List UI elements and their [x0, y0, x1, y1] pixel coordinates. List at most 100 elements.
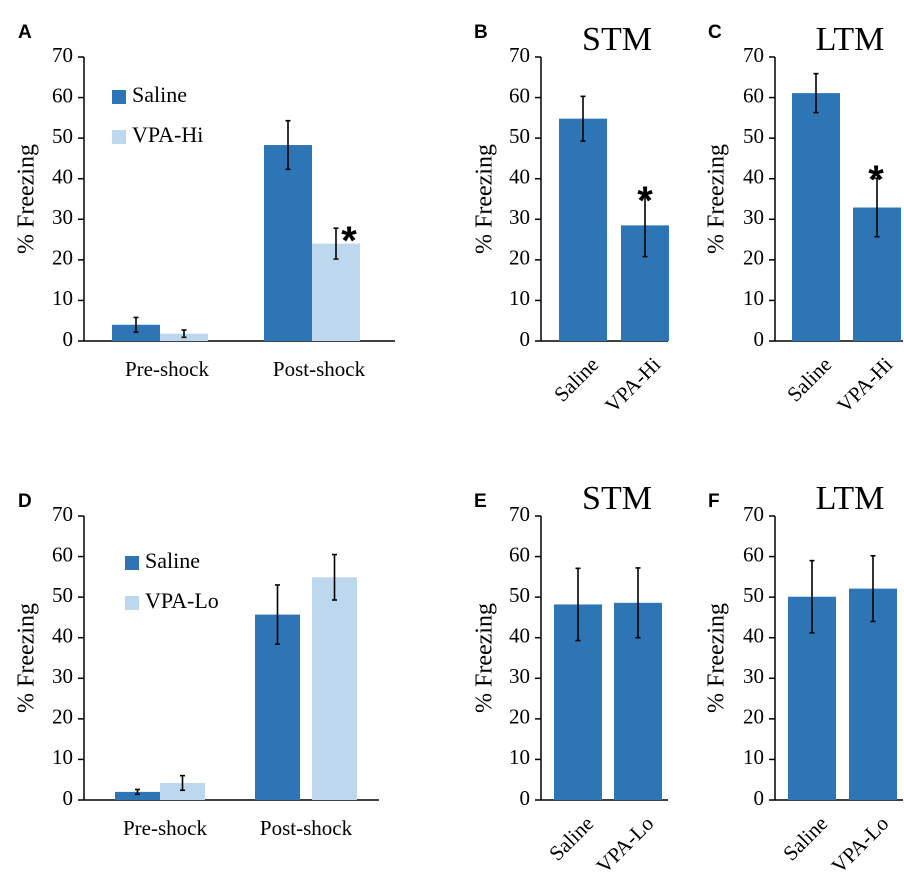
- panel-title: LTM: [816, 21, 885, 58]
- x-tick-label: VPA-Hi: [600, 352, 665, 417]
- y-tick-label: 0: [520, 786, 531, 810]
- y-tick-label: 60: [509, 83, 530, 107]
- y-tick-label: 0: [754, 786, 765, 810]
- y-tick-label: 0: [754, 327, 765, 351]
- significance-star: *: [637, 179, 653, 223]
- y-tick-label: 50: [509, 583, 530, 607]
- legend-label: VPA-Lo: [145, 588, 219, 613]
- y-tick-label: 20: [743, 246, 764, 270]
- y-tick-label: 70: [743, 43, 764, 67]
- y-tick-label: 40: [52, 624, 73, 648]
- panel-title: STM: [582, 480, 652, 517]
- y-tick-label: 30: [509, 205, 530, 229]
- x-tick-label: Pre-shock: [125, 357, 209, 381]
- panel-letter: A: [18, 22, 32, 43]
- y-tick-label: 20: [509, 705, 530, 729]
- y-tick-label: 40: [509, 165, 530, 189]
- y-tick-label: 20: [52, 246, 73, 270]
- panel-letter: C: [708, 22, 722, 43]
- y-axis-label: % Freezing: [472, 603, 498, 713]
- y-tick-label: 30: [743, 205, 764, 229]
- y-tick-label: 20: [52, 705, 73, 729]
- bar-vpa-lo: [160, 782, 205, 800]
- y-tick-label: 40: [743, 165, 764, 189]
- panel-e: E STM % Freezing 0 10 20 30 40 50 60 70 SalineVPA-L…: [472, 480, 668, 878]
- y-tick-label: 10: [52, 745, 73, 769]
- y-tick-label: 70: [509, 43, 530, 67]
- panel-letter: F: [708, 491, 720, 512]
- panel-d: D % Freezing 0 10 20 30 40 50 60 70 Pre-shock Post-…: [14, 491, 379, 840]
- legend-swatch: [112, 130, 126, 144]
- bar-vpa-lo: [312, 577, 357, 800]
- y-axis-label: % Freezing: [472, 144, 498, 254]
- legend-label: Saline: [145, 548, 200, 573]
- y-tick-label: 60: [509, 542, 530, 566]
- y-tick-label: 70: [52, 43, 73, 67]
- bar-saline: [792, 93, 840, 341]
- legend-swatch: [125, 596, 139, 610]
- y-tick-label: 60: [743, 83, 764, 107]
- y-tick-label: 70: [743, 502, 764, 526]
- x-tick-label: Saline: [549, 352, 603, 406]
- y-tick-label: 50: [52, 583, 73, 607]
- y-tick-label: 70: [52, 502, 73, 526]
- y-tick-label: 40: [509, 624, 530, 648]
- x-tick-label: Post-shock: [260, 816, 353, 840]
- y-tick-label: 10: [743, 286, 764, 310]
- legend-swatch: [125, 556, 139, 570]
- bar-saline: [112, 324, 160, 341]
- y-tick-label: 0: [520, 327, 531, 351]
- y-tick-label: 10: [743, 745, 764, 769]
- y-tick-label: 60: [52, 83, 73, 107]
- panel-f: F LTM % Freezing 0 10 20 30 40 50 60 70 SalineVPA-L…: [704, 480, 903, 878]
- x-tick-label: VPA-Hi: [832, 352, 897, 417]
- y-tick-label: 10: [52, 286, 73, 310]
- panel-letter: B: [474, 22, 488, 43]
- y-tick-label: 30: [743, 664, 764, 688]
- x-tick-label: VPA-Lo: [592, 811, 659, 878]
- y-axis-label: % Freezing: [704, 144, 730, 254]
- x-tick-label: Saline: [782, 352, 836, 406]
- panel-title: LTM: [816, 480, 885, 517]
- significance-star: *: [868, 158, 884, 202]
- y-tick-label: 60: [743, 542, 764, 566]
- bar-vpa-lo: [849, 588, 897, 800]
- x-tick-label: Saline: [544, 811, 598, 865]
- panel-a: A % Freezing 0 10 20 30 40 50 60 70 Pre-shock Post-…: [14, 22, 395, 381]
- legend-swatch: [112, 90, 126, 104]
- x-tick-label: Saline: [778, 811, 832, 865]
- y-tick-label: 10: [509, 745, 530, 769]
- y-axis-label: % Freezing: [704, 603, 730, 713]
- y-tick-label: 50: [52, 124, 73, 148]
- legend-label: Saline: [132, 82, 187, 107]
- y-axis-label: % Freezing: [14, 603, 40, 713]
- y-tick-label: 50: [743, 124, 764, 148]
- significance-star: *: [341, 219, 357, 263]
- x-tick-label: Post-shock: [273, 357, 366, 381]
- bar-saline: [559, 118, 607, 341]
- y-tick-label: 30: [52, 205, 73, 229]
- y-tick-label: 60: [52, 542, 73, 566]
- y-axis-label: % Freezing: [14, 144, 40, 254]
- bar-saline: [255, 614, 300, 800]
- y-tick-label: 10: [509, 286, 530, 310]
- y-tick-label: 40: [743, 624, 764, 648]
- bar-saline: [115, 791, 160, 800]
- y-tick-label: 30: [52, 664, 73, 688]
- panel-letter: D: [18, 491, 32, 512]
- panel-b: B STM % Freezing 0 10 20 30 40 50 60 70 SalineVPA-H…: [472, 21, 669, 417]
- y-tick-label: 50: [743, 583, 764, 607]
- panel-letter: E: [474, 491, 487, 512]
- bar-vpa-hi: [312, 243, 360, 341]
- panel-c: C LTM % Freezing 0 10 20 30 40 50 60 70 SalineVPA-H…: [704, 21, 903, 417]
- y-tick-label: 0: [63, 327, 74, 351]
- y-tick-label: 30: [509, 664, 530, 688]
- panel-title: STM: [582, 21, 652, 58]
- legend-label: VPA-Hi: [132, 122, 203, 147]
- y-tick-label: 70: [509, 502, 530, 526]
- y-tick-label: 20: [743, 705, 764, 729]
- y-tick-label: 40: [52, 165, 73, 189]
- bar-saline: [264, 145, 312, 341]
- y-tick-label: 20: [509, 246, 530, 270]
